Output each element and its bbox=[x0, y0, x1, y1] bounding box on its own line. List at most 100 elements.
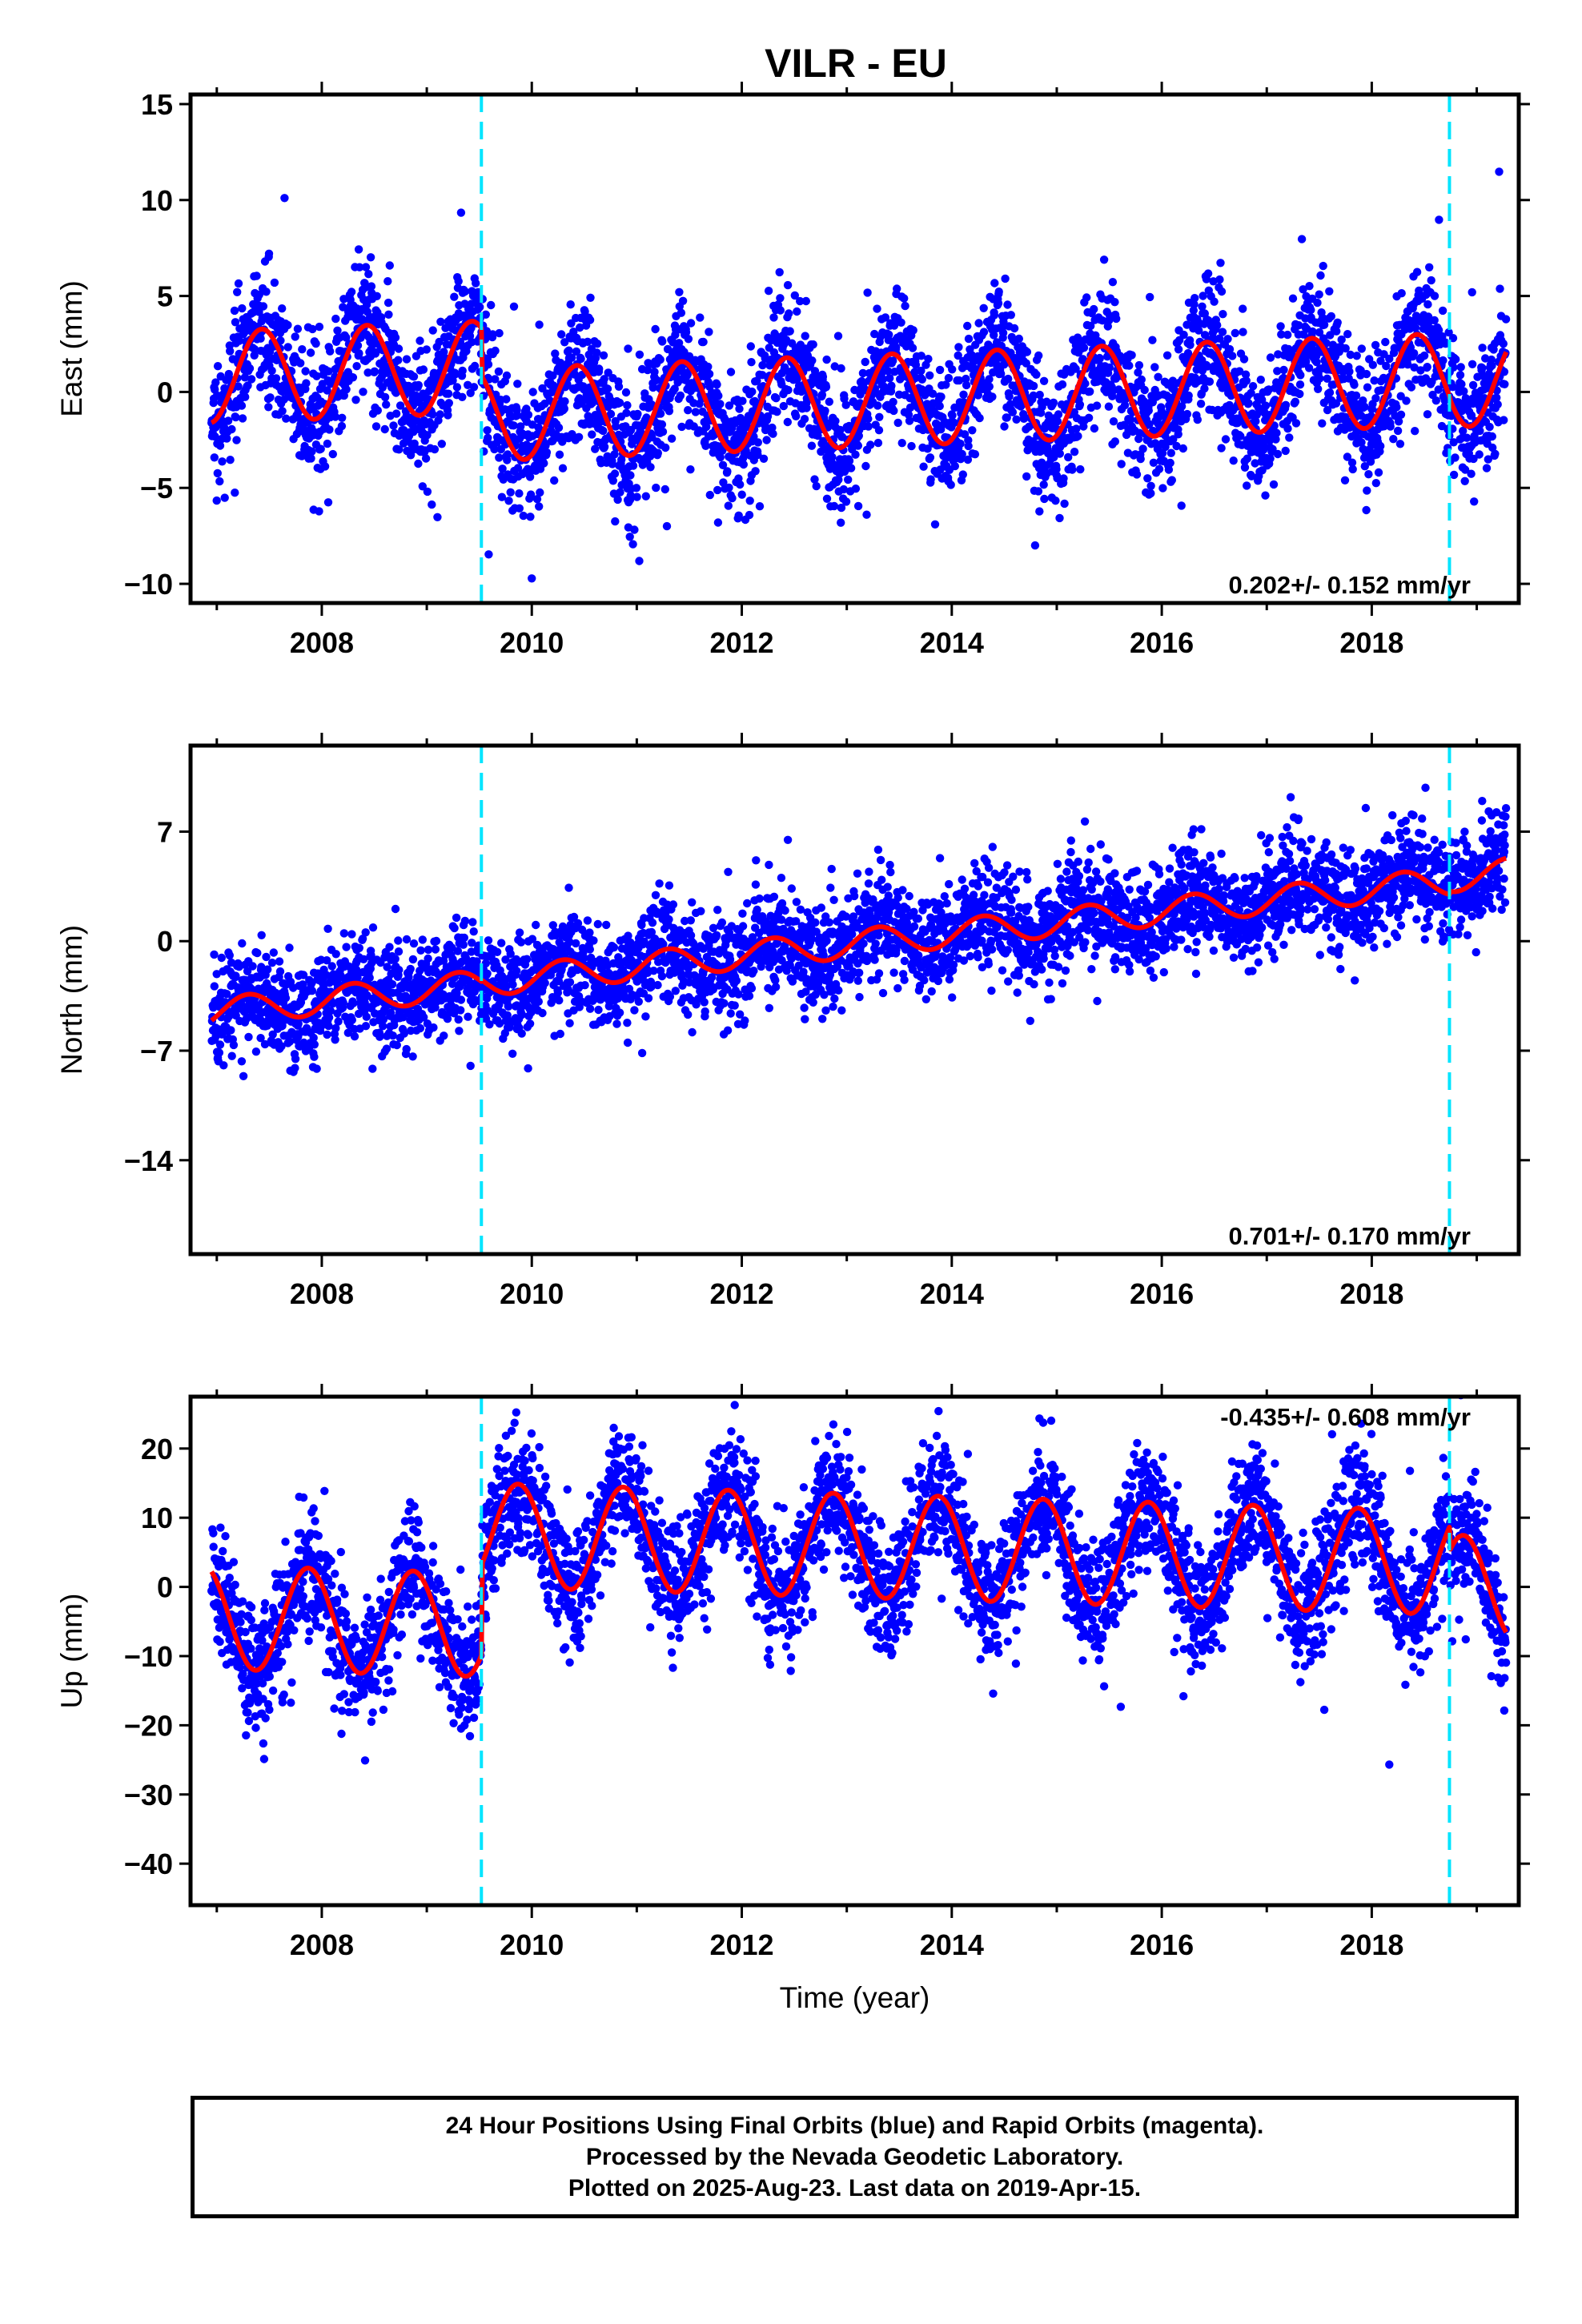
data-point bbox=[1154, 372, 1162, 381]
data-point bbox=[213, 362, 223, 371]
data-point bbox=[227, 1051, 236, 1060]
data-point bbox=[331, 412, 340, 421]
data-point bbox=[1001, 274, 1010, 283]
data-point bbox=[580, 307, 589, 316]
data-point bbox=[994, 299, 1003, 308]
data-point bbox=[1385, 354, 1394, 364]
data-point bbox=[585, 316, 595, 324]
data-point bbox=[1081, 379, 1090, 388]
data-point bbox=[964, 441, 973, 451]
data-point bbox=[1360, 462, 1370, 471]
data-point bbox=[1148, 336, 1157, 344]
data-point bbox=[681, 328, 691, 337]
data-point bbox=[459, 940, 468, 949]
data-point bbox=[1055, 449, 1065, 458]
data-point bbox=[646, 463, 655, 472]
data-point bbox=[1032, 370, 1041, 379]
data-point bbox=[845, 456, 854, 465]
data-point bbox=[650, 368, 659, 376]
data-point bbox=[456, 1006, 465, 1015]
data-point bbox=[889, 397, 897, 407]
data-point bbox=[1184, 391, 1193, 400]
data-point bbox=[337, 421, 347, 431]
data-point bbox=[1144, 406, 1154, 415]
data-point bbox=[311, 339, 320, 348]
data-point bbox=[1162, 351, 1172, 360]
data-point bbox=[269, 948, 278, 957]
data-point bbox=[226, 456, 235, 464]
data-point bbox=[1193, 415, 1203, 424]
data-point bbox=[930, 520, 940, 529]
data-point bbox=[1126, 415, 1135, 424]
data-point bbox=[1244, 399, 1253, 408]
data-point bbox=[1207, 405, 1217, 415]
data-point bbox=[954, 351, 962, 360]
data-point bbox=[371, 422, 381, 431]
data-point bbox=[1451, 453, 1460, 462]
data-point bbox=[1239, 355, 1249, 364]
data-point bbox=[745, 510, 754, 520]
data-point bbox=[1006, 311, 1016, 320]
data-point bbox=[853, 501, 863, 511]
data-point bbox=[325, 425, 334, 434]
plot-area bbox=[207, 94, 1511, 603]
data-point bbox=[599, 351, 608, 360]
data-point bbox=[1501, 315, 1511, 324]
data-point bbox=[641, 492, 650, 501]
data-point bbox=[928, 389, 938, 398]
data-point bbox=[643, 365, 652, 375]
data-point bbox=[1343, 452, 1352, 461]
data-point bbox=[508, 1049, 517, 1059]
data-point bbox=[418, 935, 427, 944]
data-point bbox=[1434, 326, 1443, 335]
data-point bbox=[251, 1047, 261, 1056]
data-point bbox=[315, 322, 324, 332]
data-point bbox=[1363, 383, 1372, 392]
data-point bbox=[1484, 455, 1493, 464]
data-point bbox=[701, 441, 710, 450]
data-point bbox=[873, 304, 881, 313]
data-point bbox=[450, 292, 459, 301]
data-point bbox=[1337, 335, 1346, 344]
data-point bbox=[502, 395, 511, 404]
data-point bbox=[1261, 401, 1271, 410]
data-point bbox=[1125, 361, 1134, 370]
data-point bbox=[1127, 351, 1136, 360]
data-point bbox=[277, 1042, 286, 1051]
data-point bbox=[1215, 275, 1224, 284]
data-point bbox=[935, 365, 945, 375]
data-point bbox=[1362, 505, 1371, 515]
data-point bbox=[861, 461, 870, 471]
data-point bbox=[231, 971, 240, 980]
data-point bbox=[851, 450, 860, 459]
data-point bbox=[1225, 344, 1235, 354]
data-point bbox=[1318, 313, 1327, 323]
data-point bbox=[391, 409, 401, 418]
data-point bbox=[301, 367, 310, 376]
data-point bbox=[1231, 328, 1240, 338]
data-point bbox=[1423, 363, 1431, 372]
data-point bbox=[347, 930, 356, 939]
data-point bbox=[212, 970, 221, 979]
data-point bbox=[302, 379, 311, 388]
data-point bbox=[392, 1040, 401, 1050]
data-point bbox=[758, 371, 767, 380]
data-point bbox=[861, 357, 869, 367]
data-point bbox=[889, 406, 898, 416]
data-point bbox=[1239, 328, 1247, 336]
data-point bbox=[588, 430, 596, 439]
data-point bbox=[911, 360, 921, 369]
data-point bbox=[737, 490, 746, 499]
data-point bbox=[1055, 513, 1064, 523]
data-point bbox=[998, 328, 1008, 337]
data-point bbox=[391, 955, 400, 963]
data-point bbox=[270, 278, 279, 287]
data-point bbox=[648, 383, 657, 392]
data-point bbox=[704, 362, 713, 372]
data-point bbox=[621, 388, 631, 397]
data-point bbox=[1090, 424, 1099, 433]
data-point bbox=[1146, 292, 1154, 302]
data-point bbox=[483, 426, 492, 435]
data-point bbox=[801, 332, 809, 340]
